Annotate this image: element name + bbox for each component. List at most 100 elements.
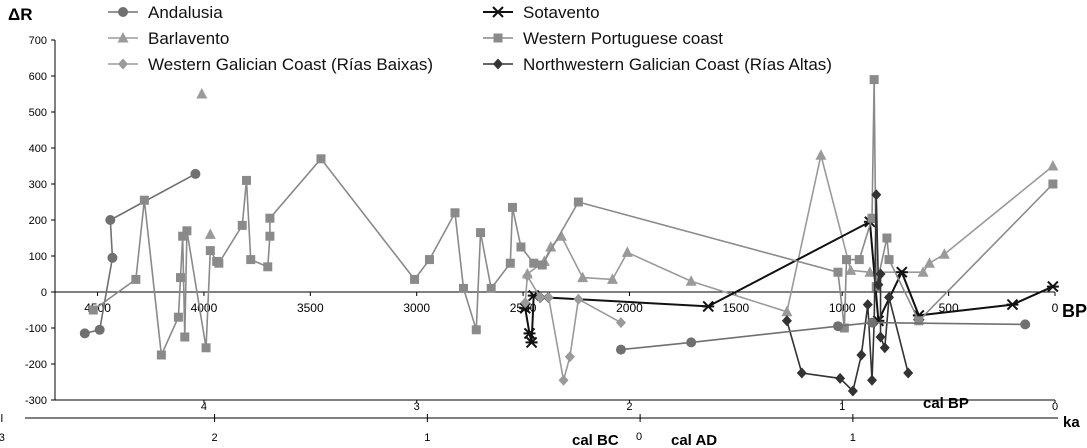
data-point bbox=[237, 220, 247, 230]
data-point bbox=[88, 305, 98, 315]
legend-marker bbox=[492, 6, 504, 18]
series-western-portuguese-coast bbox=[88, 75, 1058, 360]
data-point bbox=[615, 317, 626, 329]
data-point bbox=[686, 337, 697, 348]
data-point bbox=[938, 248, 950, 259]
data-point bbox=[94, 324, 105, 335]
data-point bbox=[573, 197, 583, 207]
y-tick-label: 0 bbox=[41, 287, 47, 299]
data-point bbox=[241, 175, 251, 185]
data-point bbox=[856, 349, 867, 361]
data-point bbox=[265, 213, 275, 223]
data-point bbox=[529, 258, 539, 268]
data-point bbox=[558, 374, 569, 386]
data-point bbox=[523, 327, 536, 340]
cal-bp-axis-title: cal BP bbox=[923, 395, 969, 412]
data-point bbox=[875, 268, 886, 280]
data-point bbox=[424, 255, 434, 265]
data-point bbox=[615, 344, 626, 355]
series-andalusia bbox=[615, 317, 1031, 355]
data-point bbox=[201, 343, 211, 353]
data-point bbox=[573, 293, 584, 305]
data-point bbox=[139, 195, 149, 205]
legend: Andalusia Barlavento Western Galician Coas… bbox=[108, 3, 832, 74]
data-point bbox=[869, 75, 879, 85]
data-point bbox=[205, 246, 215, 256]
data-point bbox=[847, 385, 858, 397]
data-point bbox=[105, 215, 116, 225]
data-point bbox=[131, 274, 141, 284]
data-point bbox=[781, 315, 792, 327]
cal-bp-tick-label: 2 bbox=[626, 401, 632, 413]
data-point bbox=[835, 372, 846, 384]
x-tick-label: 3500 bbox=[297, 301, 324, 315]
series-northwestern-galician-coast-r-as-altas bbox=[781, 189, 914, 397]
data-point bbox=[176, 273, 186, 283]
data-point bbox=[178, 231, 188, 241]
ka-tick-label: 1 bbox=[850, 432, 856, 444]
legend-label: Northwestern Galician Coast (Rías Altas) bbox=[523, 55, 832, 74]
data-point bbox=[873, 279, 884, 291]
data-point bbox=[854, 255, 864, 265]
data-point bbox=[263, 262, 273, 272]
data-point bbox=[879, 342, 890, 354]
axes-layer: 7006005004003002001000-100-200-300450040… bbox=[0, 35, 1059, 444]
data-point bbox=[471, 325, 481, 335]
data-point bbox=[882, 233, 892, 243]
data-point bbox=[316, 154, 326, 164]
legend-label: Sotavento bbox=[523, 3, 600, 22]
data-point bbox=[875, 331, 886, 343]
ka-zero-label: 0 bbox=[636, 431, 642, 443]
series-barlavento bbox=[196, 88, 216, 239]
legend-marker bbox=[118, 7, 128, 17]
data-point bbox=[180, 332, 190, 342]
legend-label: Barlavento bbox=[148, 29, 229, 48]
data-point bbox=[1048, 179, 1058, 189]
x-tick-label: 1500 bbox=[722, 301, 749, 315]
series-line bbox=[524, 273, 622, 381]
cal-bp-tick-label: 3 bbox=[414, 401, 420, 413]
data-point bbox=[516, 242, 526, 252]
data-point bbox=[577, 271, 589, 283]
y-tick-label: 500 bbox=[29, 107, 47, 119]
data-point bbox=[923, 257, 935, 268]
data-point bbox=[841, 255, 851, 265]
series-line bbox=[786, 194, 909, 393]
legend-item-western-portuguese-coast: Western Portuguese coast bbox=[483, 29, 723, 48]
data-point bbox=[884, 291, 895, 303]
legend-label: Western Portuguese coast bbox=[523, 29, 723, 48]
x-tick-label: 0 bbox=[1052, 301, 1059, 315]
data-point bbox=[564, 351, 575, 363]
data-point bbox=[476, 228, 486, 238]
legend-item-sotavento: Sotavento bbox=[483, 3, 600, 22]
cal-bc-label: cal BC bbox=[572, 432, 619, 448]
y-tick-label: -200 bbox=[25, 359, 47, 371]
data-point bbox=[450, 208, 460, 218]
data-point bbox=[845, 264, 857, 275]
cal-ad-label: cal AD bbox=[671, 432, 717, 448]
data-point bbox=[867, 213, 877, 223]
data-point bbox=[182, 226, 192, 236]
legend-marker bbox=[493, 33, 503, 43]
data-point bbox=[796, 367, 807, 379]
data-point bbox=[914, 316, 924, 326]
cal-bp-tick-label: 4 bbox=[201, 401, 207, 413]
legend-label: Andalusia bbox=[148, 3, 223, 22]
y-tick-label: 600 bbox=[29, 71, 47, 83]
x-axis-title: BP bbox=[1062, 301, 1087, 321]
legend-item-andalusia: Andalusia bbox=[108, 3, 223, 22]
data-point bbox=[895, 266, 908, 278]
data-point bbox=[204, 228, 216, 239]
legend-item-barlavento: Barlavento bbox=[108, 29, 229, 48]
legend-label: Western Galician Coast (Rías Baixas) bbox=[148, 55, 433, 74]
data-point bbox=[884, 255, 894, 265]
series-andalusia bbox=[79, 168, 201, 339]
data-point bbox=[537, 260, 547, 270]
data-point bbox=[867, 317, 878, 328]
x-tick-label: 4000 bbox=[191, 301, 218, 315]
data-point bbox=[486, 283, 496, 293]
y-tick-label: 100 bbox=[29, 251, 47, 263]
data-point bbox=[867, 374, 878, 386]
y-axis-title: ΔR bbox=[8, 5, 33, 24]
